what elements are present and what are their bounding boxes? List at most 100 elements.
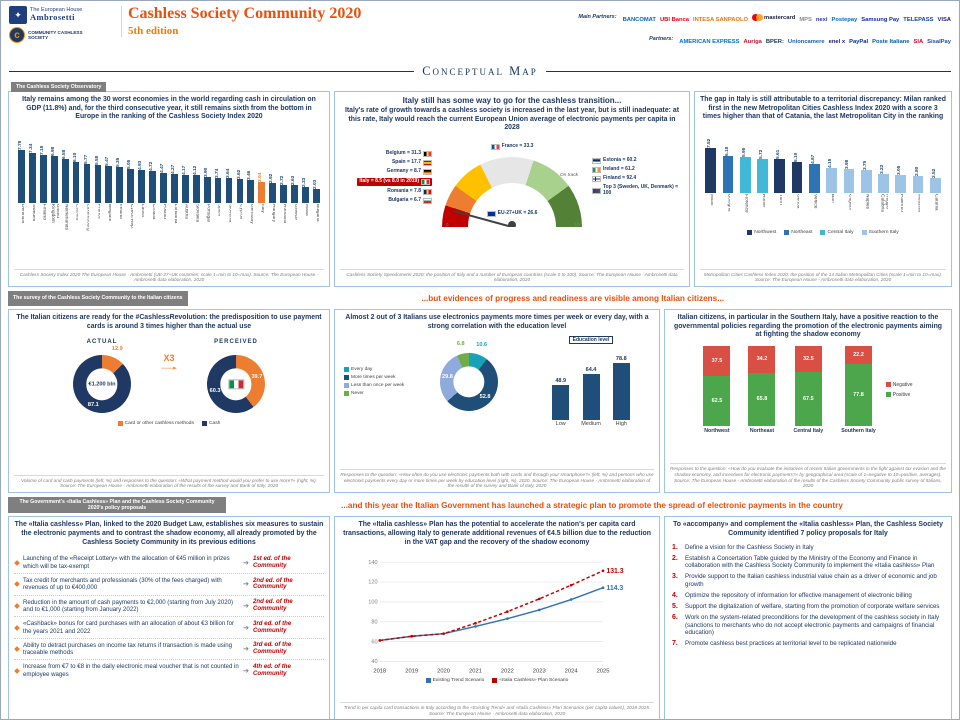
bar-value: 2.52 (931, 168, 937, 178)
bar (160, 172, 167, 203)
bar (203, 176, 211, 203)
legend-item: Every day (344, 367, 406, 373)
positive-segment: 77.8 (844, 363, 872, 426)
proposal-number: 4. (672, 592, 678, 600)
gauge-top-label: France = 33.3 (490, 137, 533, 155)
measure-text: Increase from €7 to €8 in the daily elec… (23, 663, 239, 678)
bar-column: 3.90 Portugal (202, 153, 213, 238)
education-bar-column: 78.8 High (612, 356, 630, 427)
stacked-bar-label: Northwest (704, 427, 730, 434)
bar-value: 4.15 (828, 158, 834, 168)
proposal-text: Support the digitalization of welfare, s… (685, 603, 940, 611)
legend-item: Northeast (784, 229, 812, 235)
metro-legend: Northwest Northeast Central Italy Southern … (700, 229, 946, 235)
title-block: Cashless Society Community 2020 5th edit… (121, 5, 379, 37)
legend-swatch (117, 421, 123, 427)
bar (127, 168, 135, 203)
gauge-country-label: France = 33.3 (490, 144, 533, 151)
legend-label: Less than once per week (351, 383, 405, 389)
svg-text:60: 60 (371, 640, 377, 646)
arrow-right-icon: ➔ (243, 667, 249, 675)
bar-value: 3.05 (897, 165, 903, 175)
bar-label: Luxembourg (85, 203, 90, 231)
legend-swatch (201, 421, 207, 427)
gauge-country-label: Ireland = 61.2 (592, 167, 635, 174)
eu-flag-icon (486, 211, 496, 218)
bar-value: 3.04 (258, 172, 264, 182)
gauge-country-text: Bulgaria = 6.7 (388, 196, 421, 203)
bar (826, 167, 837, 193)
donut-center (453, 366, 485, 398)
bar-value: 5.61 (776, 149, 782, 159)
bar-column: 4.27 Lithuania (169, 150, 180, 238)
partner-name: MPS (799, 17, 812, 23)
gauge-country-text: Italy = 8.5 (vs 8.0 in 2019) (359, 177, 419, 184)
measure-text: Reduction in the amount of cash payments… (23, 598, 234, 613)
donut-value: 87.1 (87, 401, 99, 408)
bar-label: Latvia (140, 203, 144, 217)
bar-column: 3.64 Slovenia (224, 154, 235, 238)
bar-value: 78.8 (615, 356, 627, 363)
legend-item: Southern Italy (861, 229, 899, 235)
bar (170, 173, 178, 203)
bar-label: Naples (864, 193, 869, 209)
partner-logo: Samsung Pay (861, 17, 899, 23)
partner-logo: mastercard (752, 14, 795, 21)
bar-value: 48.9 (555, 378, 567, 385)
gauge-country-label: Spain = 17.7 (392, 159, 432, 166)
svg-text:100: 100 (368, 600, 377, 606)
legend-swatch (861, 229, 867, 235)
partner-logo: Poste Italiane (872, 39, 909, 45)
slide-header: ✦ The European House Ambrosetti c COMMUN… (7, 4, 953, 60)
bar-label: Cyprus (238, 203, 243, 220)
bar-column: 2.80 Messina (909, 152, 926, 228)
svg-text:2022: 2022 (501, 669, 514, 675)
bar-label: Czech Rep. (129, 203, 134, 229)
svg-text:114.3: 114.3 (606, 585, 623, 592)
bar-column: 2.92 Hungary (267, 159, 278, 238)
bar-column: 6.10 Estonia (71, 138, 82, 238)
partners-label: Partners: (649, 36, 674, 42)
proposal-number: 2. (672, 554, 678, 562)
bar-value: 5.72 (759, 149, 765, 159)
gauge-scale-min: 0 (446, 222, 449, 228)
partner-name: enel x (828, 39, 846, 45)
multiplier-annotation: X3 → (156, 353, 182, 372)
legend-swatch (344, 367, 349, 373)
panel-subtitle: Italy's rate of growth towards a cashles… (344, 107, 680, 132)
bar (61, 158, 69, 203)
legend-swatch (425, 678, 431, 684)
actual-donut-chart: 12.9 87.1 €1.200 bln (73, 346, 131, 414)
bar-value: 3.22 (880, 164, 886, 174)
bar-column: 4.15 Bari (823, 144, 840, 228)
bar (29, 152, 36, 203)
bar-value: 3.62 (236, 169, 242, 179)
community-logo-text: COMMUNITY CASHLESS SOCIETY (28, 29, 83, 40)
stacked-bar-column: 22.2 77.8 Southern Italy (841, 345, 876, 434)
row-observatory: The Cashless Society Observatory Italy r… (8, 82, 952, 287)
bullet-icon (14, 559, 20, 566)
proposal-number: 5. (672, 603, 678, 611)
rule-right (545, 70, 951, 72)
bar (860, 169, 872, 193)
bar-column: 2.52 Catania (927, 154, 944, 228)
stacked-bar-column: 37.5 62.5 Northwest (703, 345, 731, 434)
arrow-right-icon: ➔ (243, 646, 249, 654)
panel-title: The Italian citizens are ready for the #… (16, 314, 322, 330)
legend-item: Negative (885, 382, 913, 388)
scenario-line-chart: 40 60 80 100 120 140 2018 2019 2020 2021 2022 2023 2… (340, 551, 654, 676)
panel-title: The «Italia cashless» Plan, linked to th… (14, 521, 324, 546)
bar-value: 7.18 (39, 145, 45, 155)
legend-label: Every day (351, 367, 373, 373)
measure-text: Launching of the «Receipt Lottery» with … (23, 555, 230, 570)
negative-segment: 22.2 (844, 345, 872, 364)
legend-swatch (747, 229, 753, 235)
donuts-area: ACTUAL 12.9 87.1 €1.200 bln X3 → PERCEIVED… (14, 339, 324, 419)
bar-value: 4.27 (170, 164, 176, 174)
bar-value: 3.75 (862, 160, 868, 170)
bar-column: 3.04 Italy (256, 158, 267, 238)
bar-value: 4.72 (149, 161, 155, 171)
bar (225, 177, 233, 203)
legend-item: Existing Trend Scenario (425, 678, 484, 684)
proposal-item: 5. Support the digitalization of welfare,… (672, 603, 944, 611)
